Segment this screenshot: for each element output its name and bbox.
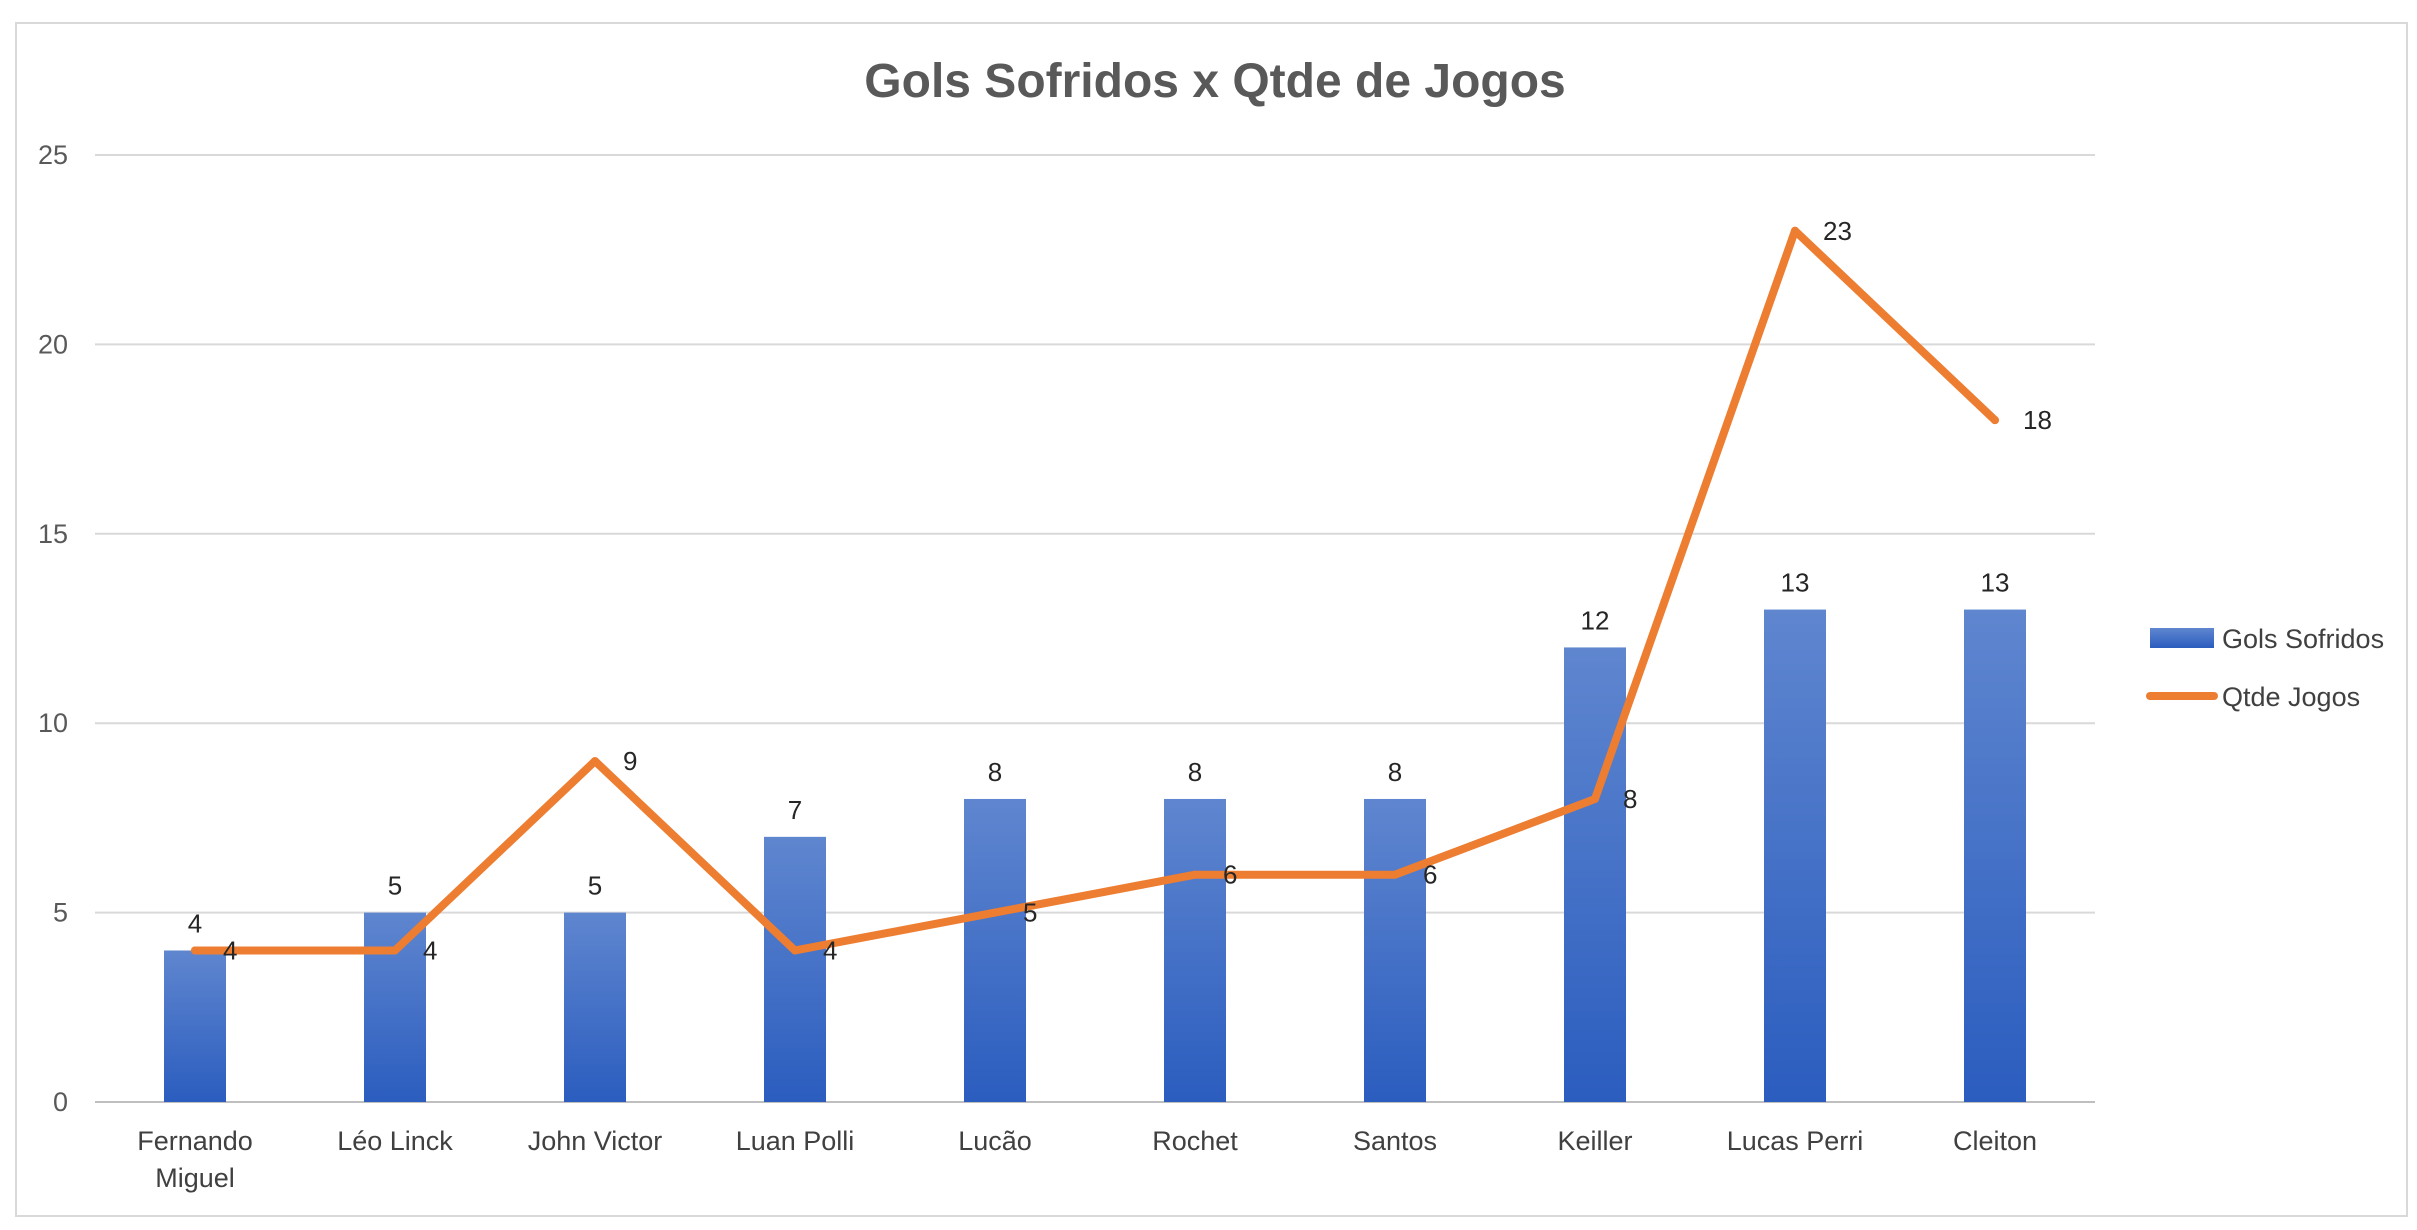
line-point	[391, 946, 399, 955]
bar-data-label: 8	[1188, 757, 1202, 787]
x-category-label: John Victor	[528, 1126, 663, 1156]
line-point	[591, 757, 599, 766]
x-axis-categories: Fernando Miguel Léo Linck John Victor Luan P…	[137, 1126, 2037, 1193]
line-point	[791, 946, 799, 955]
x-category-label: Keiller	[1557, 1126, 1632, 1156]
bar-data-label: 12	[1581, 605, 1610, 635]
x-category-label: Lucão	[958, 1126, 1032, 1156]
x-category-label: Léo Linck	[337, 1126, 453, 1156]
y-tick-label: 25	[38, 140, 68, 170]
bar-data-label: 5	[388, 871, 402, 901]
bar	[1764, 609, 1826, 1102]
line-data-label: 6	[1223, 860, 1237, 890]
bar-data-label: 4	[188, 908, 202, 938]
legend-label: Gols Sofridos	[2222, 624, 2384, 654]
line-data-label: 6	[1423, 860, 1437, 890]
bar-data-label: 13	[1981, 568, 2010, 598]
y-tick-label: 15	[38, 519, 68, 549]
line-data-label: 5	[1023, 898, 1037, 928]
x-category-label: Luan Polli	[736, 1126, 855, 1156]
x-category-label: Cleiton	[1953, 1126, 2037, 1156]
line-point	[1391, 870, 1399, 879]
bar-data-label: 13	[1781, 568, 1810, 598]
line-path	[191, 226, 1999, 955]
line-point	[1991, 416, 1999, 425]
bar	[564, 912, 626, 1102]
line-data-label: 18	[2023, 405, 2052, 435]
bar	[1964, 609, 2026, 1102]
bar-data-label: 7	[788, 795, 802, 825]
bar	[764, 836, 826, 1102]
y-tick-label: 20	[38, 329, 68, 359]
line-point	[1191, 870, 1199, 879]
y-tick-label: 5	[53, 898, 68, 928]
line-data-label: 4	[423, 935, 437, 965]
x-category-label: Santos	[1353, 1126, 1437, 1156]
line-data-label: 8	[1623, 784, 1637, 814]
line-data-label: 4	[223, 935, 237, 965]
x-category-label: Fernando	[137, 1126, 253, 1156]
legend: Gols Sofridos Qtde Jogos	[2146, 624, 2384, 712]
bar	[1164, 798, 1226, 1102]
bar	[964, 798, 1026, 1102]
bar	[164, 950, 226, 1102]
line-data-label: 4	[823, 935, 837, 965]
line-point	[1791, 226, 1799, 235]
y-axis-ticks: 0 5 10 15 20 25	[38, 140, 68, 1117]
bar-data-label: 8	[1388, 757, 1402, 787]
x-category-label: Rochet	[1152, 1126, 1238, 1156]
line-point	[1591, 794, 1599, 803]
x-category-label: Miguel	[155, 1163, 235, 1193]
y-tick-label: 10	[38, 708, 68, 738]
bar-data-label: 5	[588, 871, 602, 901]
line-data-label: 9	[623, 746, 637, 776]
line-data-label: 23	[1823, 216, 1852, 246]
bar-data-labels: 4 5 5 7 8 8 8 12 13 13	[188, 568, 2010, 939]
y-tick-label: 0	[53, 1087, 68, 1117]
line-data-labels: 4 4 9 4 5 6 6 8 23 18	[223, 216, 2052, 966]
line-point	[191, 946, 199, 955]
line-point	[991, 908, 999, 917]
bar-data-label: 8	[988, 757, 1002, 787]
bar	[364, 912, 426, 1102]
legend-swatch-bar	[2150, 628, 2214, 648]
legend-label: Qtde Jogos	[2222, 682, 2360, 712]
bar	[1364, 798, 1426, 1102]
chart-title: Gols Sofridos x Qtde de Jogos	[864, 55, 1565, 108]
bar-series	[164, 609, 2026, 1102]
gridlines	[95, 154, 2095, 1103]
x-category-label: Lucas Perri	[1727, 1126, 1864, 1156]
bar	[1564, 647, 1626, 1102]
line-series	[191, 226, 1999, 955]
